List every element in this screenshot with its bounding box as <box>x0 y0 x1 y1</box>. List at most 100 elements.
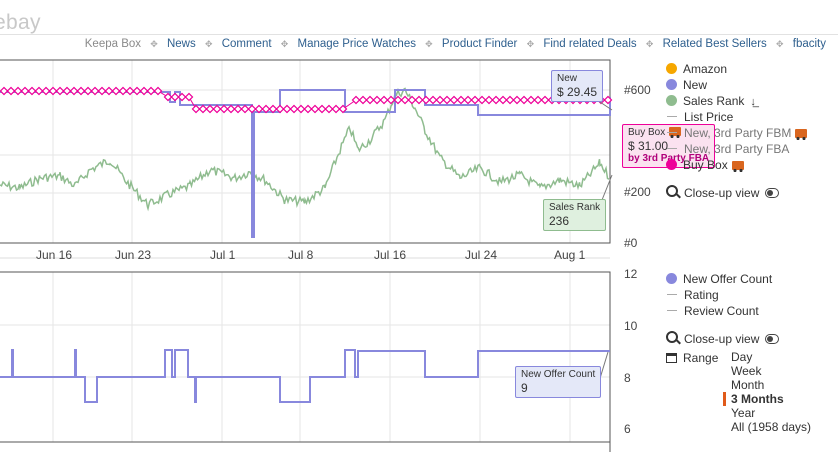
legend-new[interactable]: New <box>666 77 707 93</box>
new-price-series <box>0 89 611 238</box>
x-tick-jun23: Jun 23 <box>115 248 152 262</box>
buy-box-truck-icon <box>731 161 744 172</box>
legend-new-fbm[interactable]: New, 3rd Party FBM <box>666 125 808 141</box>
buy-box-marker <box>449 95 459 105</box>
buy-box-tooltip-label: Buy Box <box>628 127 709 139</box>
buy-box-marker <box>118 86 128 96</box>
nav-link-comment[interactable]: Comment <box>221 38 272 50</box>
range-option-day[interactable]: Day <box>731 350 753 364</box>
buy-box-marker <box>184 92 194 102</box>
legend-sales-rank[interactable]: Sales Rank ↓̲ <box>666 93 756 110</box>
buy-box-marker <box>34 86 44 96</box>
range-option-all[interactable]: All (1958 days) <box>731 420 812 434</box>
buy-box-marker <box>400 95 410 105</box>
sales-rank-dot-icon <box>666 95 677 106</box>
buy-box-marker <box>254 104 264 114</box>
nav-separator-icon: ✥ <box>150 39 158 49</box>
buy-box-marker <box>111 86 121 96</box>
top-close-up-toggle[interactable]: Close-up view <box>666 185 780 201</box>
nav-link-manage-price-watches[interactable]: Manage Price Watches <box>297 38 416 50</box>
nav-link-fbacity[interactable]: fbacity <box>792 38 826 50</box>
keepa-box-label: Keepa Box <box>84 38 142 50</box>
buy-box-marker <box>351 95 361 105</box>
buy-box-marker <box>317 104 327 114</box>
legend-new-fba[interactable]: New, 3rd Party FBA <box>666 141 789 157</box>
nav-link-news[interactable]: News <box>166 38 196 50</box>
offer-count-dot-icon <box>666 273 677 284</box>
x-tick-jul24: Jul 24 <box>465 248 498 262</box>
buy-box-marker <box>512 95 522 105</box>
buy-box-marker <box>289 104 299 114</box>
buy-box-marker <box>498 95 508 105</box>
buy-box-marker <box>132 86 142 96</box>
nav-link-product-finder[interactable]: Product Finder <box>441 38 518 50</box>
legend-buy-box[interactable]: Buy Box <box>666 157 744 173</box>
x-tick-jun16: Jun 16 <box>36 248 73 262</box>
buy-box-marker <box>526 95 536 105</box>
buy-box-marker <box>484 95 494 105</box>
buy-box-marker <box>358 95 368 105</box>
rating-line-icon <box>667 294 677 295</box>
x-tick-aug1: Aug 1 <box>554 248 586 262</box>
nav-separator-icon: ✥ <box>204 39 213 49</box>
legend-list-price[interactable]: List Price <box>666 109 733 125</box>
buy-box-marker <box>275 104 285 114</box>
legend-rating[interactable]: Rating <box>666 287 719 303</box>
buy-box-marker <box>477 95 487 105</box>
buy-box-marker <box>90 86 100 96</box>
bottom-chart-frame <box>0 271 611 443</box>
range-option-3-months[interactable]: 3 Months <box>723 392 784 406</box>
toggle-icon[interactable] <box>765 334 780 344</box>
y-tick-10: 10 <box>624 319 638 333</box>
magnifier-icon <box>666 331 678 343</box>
buy-box-marker <box>324 104 334 114</box>
buy-box-marker <box>540 95 550 105</box>
nav-separator-icon: ✥ <box>526 39 535 49</box>
new-tooltip-label: New <box>557 73 578 84</box>
sales-rank-series <box>0 87 610 212</box>
buy-box-marker <box>170 92 180 102</box>
buy-box-marker <box>48 86 58 96</box>
buy-box-marker <box>205 104 215 114</box>
buy-box-marker <box>372 95 382 105</box>
sales-rank-tooltip-label: Sales Rank <box>549 202 601 213</box>
nav-link-find-related-deals[interactable]: Find related Deals <box>543 38 637 50</box>
offer-count-tooltip-value: 9 <box>521 381 528 395</box>
nav-link-related-best-sellers[interactable]: Related Best Sellers <box>662 38 767 50</box>
buy-box-marker <box>393 95 403 105</box>
buy-box-marker <box>0 86 9 96</box>
legend-new-offer-count[interactable]: New Offer Count <box>666 271 772 287</box>
buy-box-marker <box>191 104 201 114</box>
buy-box-marker <box>282 104 292 114</box>
buy-box-marker <box>303 104 313 114</box>
y-tick-12: 12 <box>624 267 638 281</box>
buy-box-marker <box>146 86 156 96</box>
range-option-week[interactable]: Week <box>731 364 762 378</box>
buy-box-marker <box>97 86 107 96</box>
buy-box-marker <box>163 92 173 102</box>
amazon-dot-icon <box>666 63 677 74</box>
sales-rank-tooltip-value: 236 <box>549 214 570 228</box>
legend-amazon[interactable]: Amazon <box>666 61 727 77</box>
buy-box-marker <box>470 95 480 105</box>
buy-box-marker <box>338 104 348 114</box>
buy-box-marker <box>76 86 86 96</box>
magnifier-icon <box>666 185 678 197</box>
buy-box-dot-icon <box>666 159 677 170</box>
buy-box-marker <box>13 86 23 96</box>
buy-box-marker <box>331 104 341 114</box>
buy-box-tooltip-value: $ 31.00 <box>628 139 669 153</box>
buy-box-marker <box>414 95 424 105</box>
bottom-close-up-toggle[interactable]: Close-up view <box>666 331 780 347</box>
buy-box-marker <box>247 104 257 114</box>
y-tick-200: #200 <box>624 185 651 199</box>
buy-box-marker <box>365 95 375 105</box>
buy-box-marker <box>27 86 37 96</box>
legend-review-count[interactable]: Review Count <box>666 303 759 319</box>
toggle-icon[interactable] <box>765 188 780 198</box>
nav-separator-icon: ✥ <box>776 39 784 49</box>
range-option-month[interactable]: Month <box>731 378 765 392</box>
buy-box-marker <box>442 95 452 105</box>
new-dot-icon <box>666 79 677 90</box>
range-option-year[interactable]: Year <box>731 406 756 420</box>
